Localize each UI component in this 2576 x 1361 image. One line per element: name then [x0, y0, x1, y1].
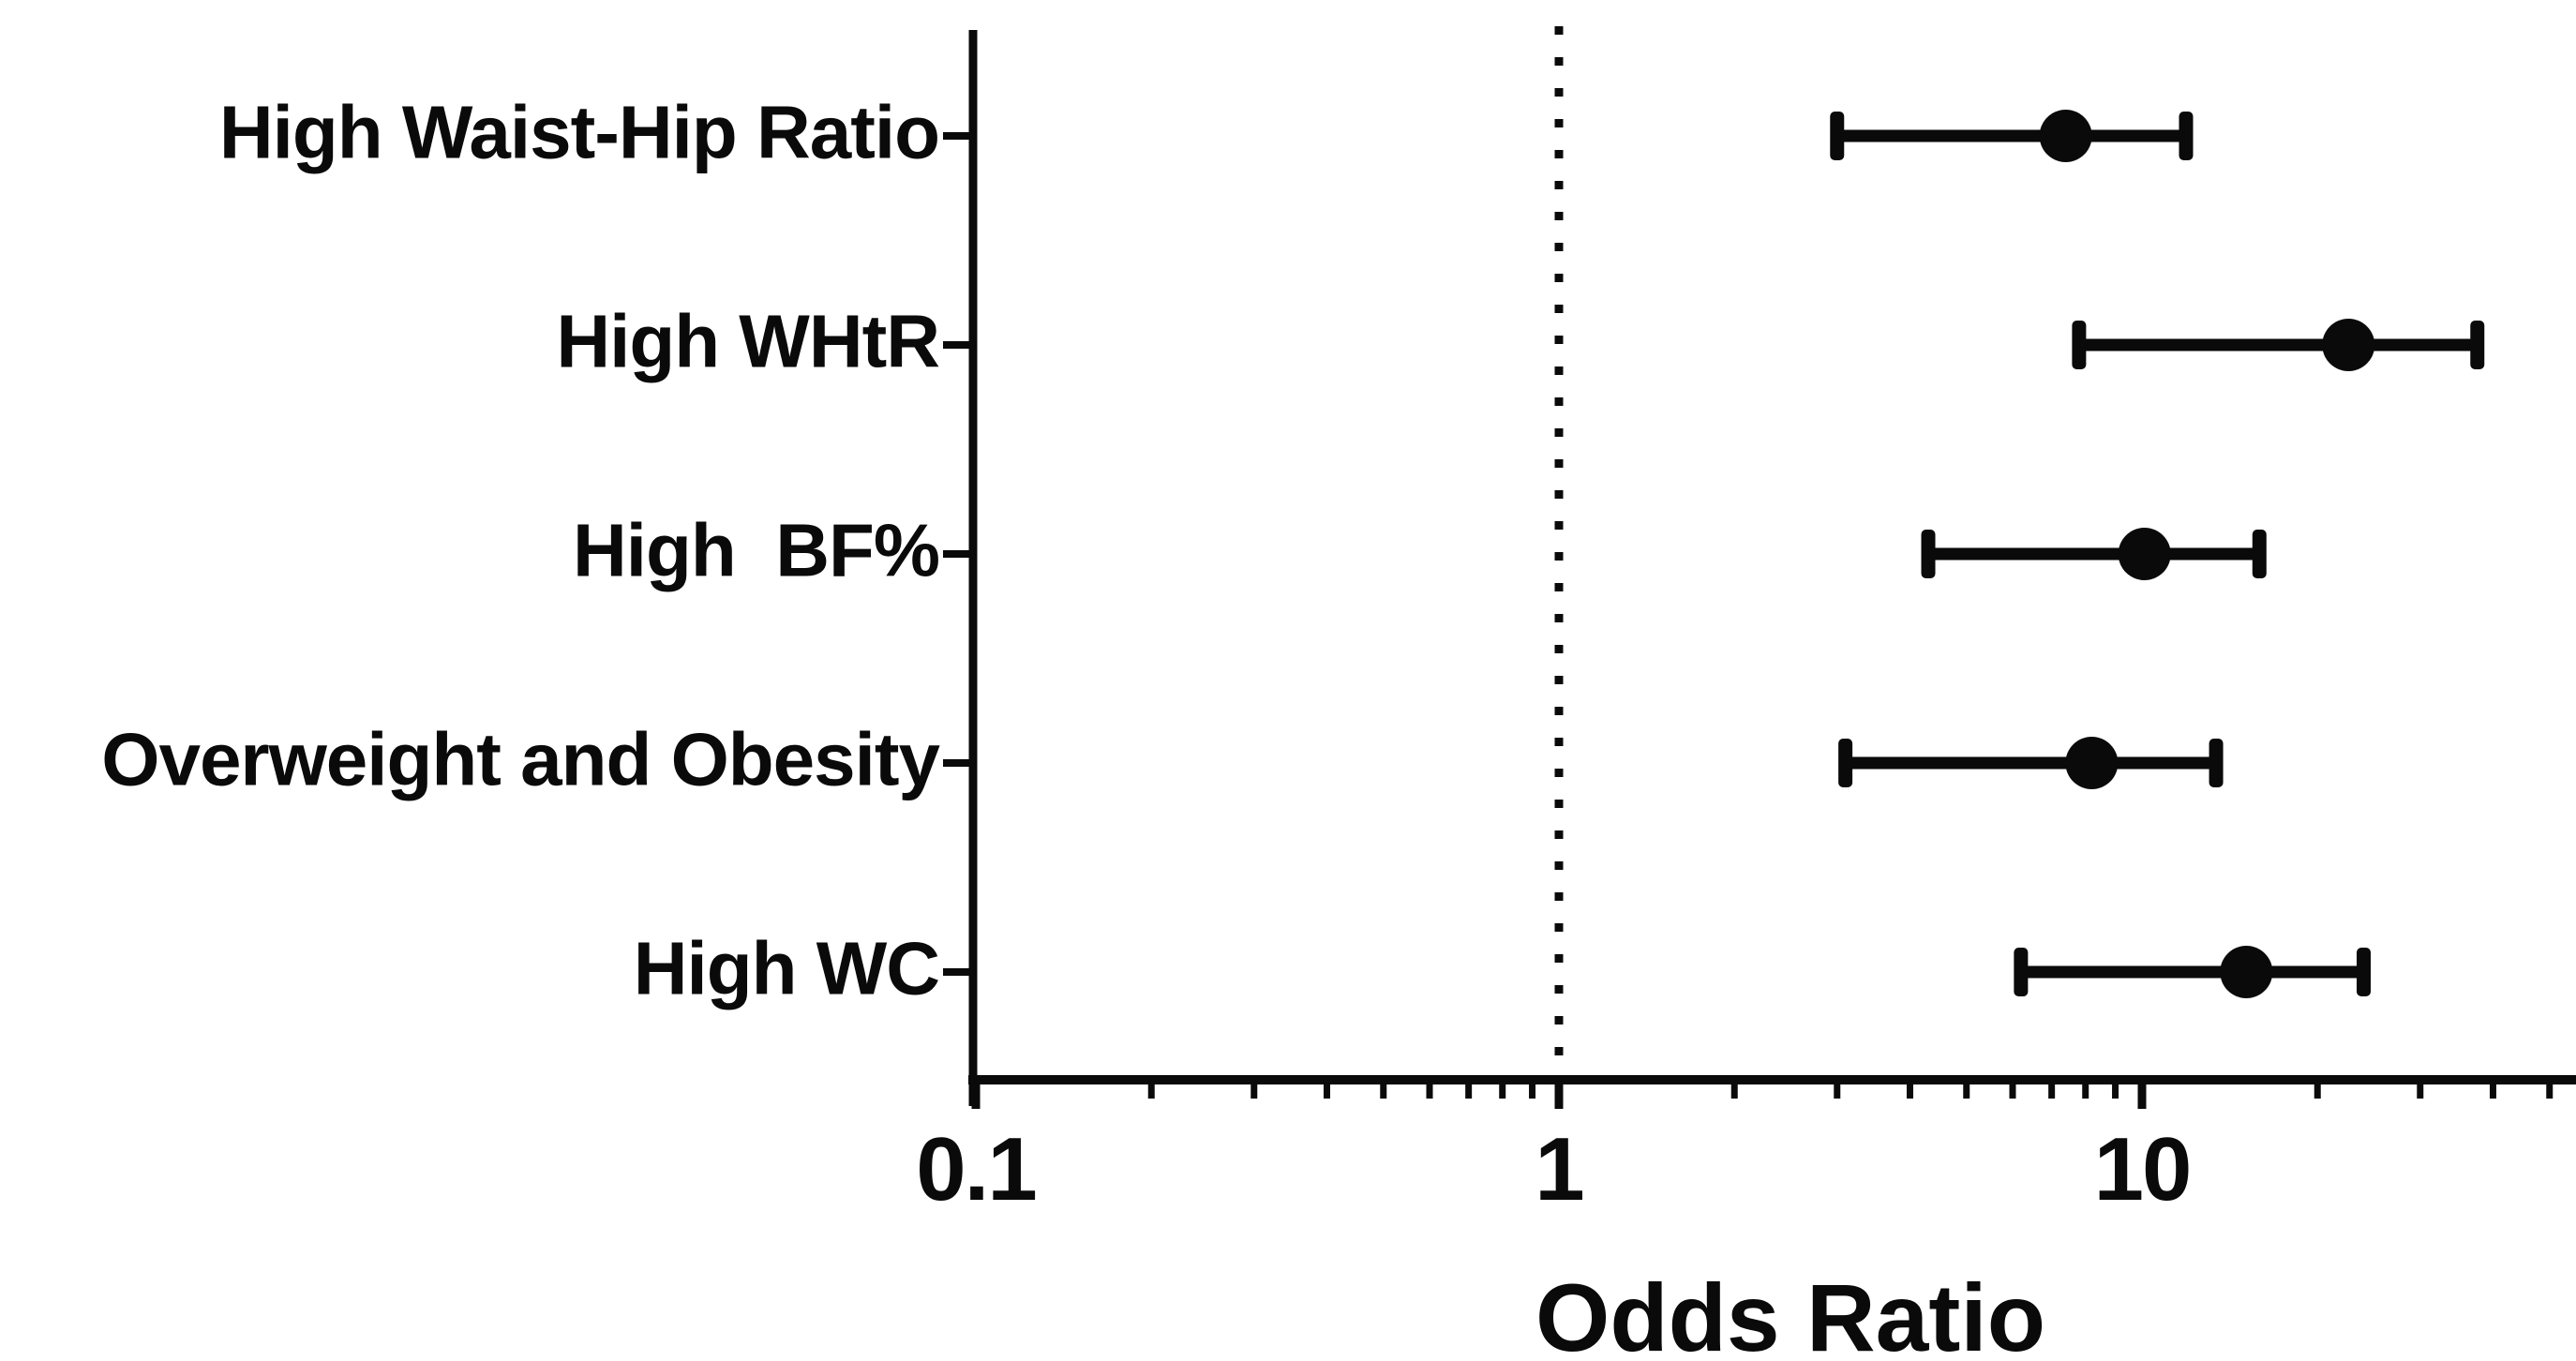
point-marker-1 — [2322, 319, 2375, 371]
ci-cap-low-3 — [1838, 739, 1853, 787]
ci-cap-high-1 — [2470, 321, 2485, 369]
x-tick-label-1: 1 — [1535, 1119, 1584, 1219]
point-marker-0 — [2039, 110, 2092, 162]
ci-cap-high-0 — [2179, 112, 2194, 160]
point-marker-2 — [2118, 528, 2171, 580]
ci-cap-low-4 — [2014, 948, 2029, 996]
point-marker-4 — [2220, 946, 2273, 998]
x-tick-label-0.1: 0.1 — [916, 1119, 1037, 1219]
x-tick-label-10: 10 — [2093, 1119, 2193, 1219]
row-label-1: High WHtR — [556, 299, 940, 383]
ci-cap-low-2 — [1921, 530, 1936, 578]
ci-cap-high-2 — [2252, 530, 2267, 578]
ci-cap-high-4 — [2356, 948, 2371, 996]
row-label-4: High WC — [633, 926, 940, 1010]
ci-cap-high-3 — [2209, 739, 2224, 787]
x-axis-title: Odds Ratio — [1535, 1264, 2046, 1361]
point-marker-3 — [2065, 737, 2119, 789]
row-label-0: High Waist-Hip Ratio — [218, 90, 940, 174]
row-label-2: High BF% — [573, 508, 940, 592]
ci-cap-low-1 — [2072, 321, 2087, 369]
row-label-3: Overweight and Obesity — [101, 717, 940, 801]
ci-cap-low-0 — [1830, 112, 1845, 160]
